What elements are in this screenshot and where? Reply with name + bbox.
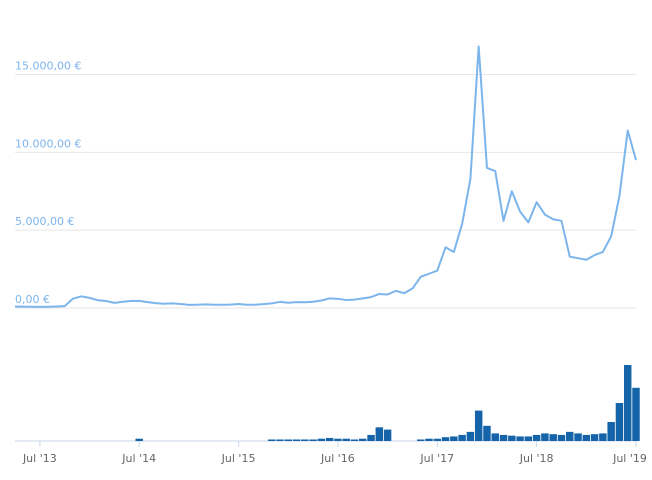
volume-bar	[309, 439, 317, 441]
volume-bar	[441, 437, 450, 441]
volume-bar	[607, 422, 615, 441]
volume-bar	[557, 434, 566, 441]
volume-bar	[334, 438, 342, 441]
volume-bar	[342, 438, 350, 441]
volume-bar	[491, 433, 499, 441]
volume-bar	[590, 434, 599, 441]
volume-bar	[267, 439, 276, 441]
x-tick-label: Jul '19	[612, 452, 647, 465]
volume-bar	[284, 439, 292, 441]
volume-bar	[433, 438, 442, 441]
volume-bar	[292, 439, 301, 441]
volume-bar	[499, 434, 508, 441]
volume-bar	[532, 434, 541, 441]
volume-bar	[458, 434, 466, 441]
y-tick-label: 15.000,00 €	[15, 59, 81, 72]
volume-bar	[416, 439, 425, 441]
volume-bar	[317, 438, 326, 441]
volume-bar	[549, 434, 557, 441]
x-tick-label: Jul '14	[121, 452, 156, 465]
volume-bar	[325, 437, 334, 441]
x-tick-label: Jul '15	[221, 452, 256, 465]
y-tick-label: 5.000,00 €	[15, 215, 74, 228]
volume-bar	[474, 410, 483, 441]
x-tick-label: Jul '16	[320, 452, 355, 465]
volume-bar	[615, 403, 624, 441]
volume-bar	[574, 433, 582, 441]
volume-bar	[483, 425, 491, 441]
volume-bar	[516, 436, 524, 441]
volume-bar	[623, 365, 632, 441]
volume-bar	[383, 429, 392, 441]
volume-bar	[632, 387, 640, 441]
price-line	[14, 45, 637, 308]
volume-bar	[276, 439, 284, 441]
x-tick-label: Jul '13	[22, 452, 57, 465]
y-tick-label: 0,00 €	[15, 293, 50, 306]
volume-bar	[359, 438, 367, 441]
volume-bar	[582, 434, 591, 441]
volume-bar	[135, 438, 143, 441]
y-tick-label: 10.000,00 €	[15, 137, 81, 150]
volume-bar	[367, 434, 375, 441]
volume-bar	[425, 438, 433, 441]
volume-bar	[524, 436, 533, 441]
volume-bar	[541, 433, 549, 441]
volume-bar	[508, 435, 516, 441]
volume-bar	[599, 433, 607, 441]
x-tick-label: Jul '18	[519, 452, 554, 465]
volume-bar	[350, 439, 359, 441]
volume-bar	[566, 431, 574, 441]
volume-bar	[375, 427, 384, 441]
x-tick-label: Jul '17	[419, 452, 454, 465]
volume-bar	[466, 431, 475, 441]
volume-bar	[301, 439, 309, 441]
volume-bar	[450, 436, 458, 441]
